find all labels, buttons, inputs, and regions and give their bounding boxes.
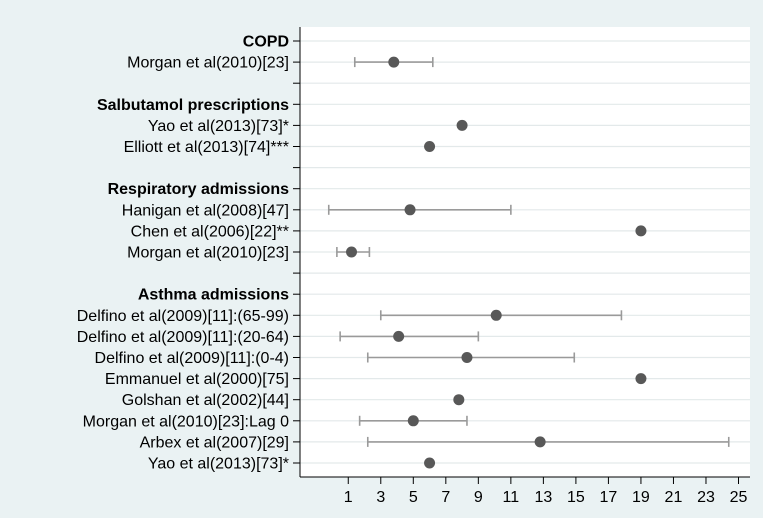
group-header-label: Asthma admissions — [138, 287, 289, 304]
x-tick-label: 25 — [730, 489, 748, 506]
study-label: Delfino et al(2009)[11]:(65-99) — [77, 308, 289, 325]
study-label: Delfino et al(2009)[11]:(0-4) — [95, 350, 289, 367]
x-tick-label: 19 — [632, 489, 650, 506]
study-label: Golshan et al(2002)[44] — [122, 392, 289, 409]
x-tick-label: 11 — [503, 489, 520, 506]
group-header-label: Respiratory admissions — [108, 181, 290, 198]
study-label: Delfino et al(2009)[11]:(20-64) — [77, 329, 289, 346]
estimate-point — [346, 246, 358, 258]
estimate-point — [393, 330, 405, 342]
study-label: Morgan et al(2010)[23] — [127, 245, 289, 262]
x-tick-label: 13 — [534, 489, 552, 506]
study-label: Hanigan et al(2008)[47] — [122, 202, 289, 219]
estimate-point — [635, 373, 647, 385]
x-tick-label: 17 — [600, 489, 618, 506]
x-tick-label: 3 — [376, 489, 385, 506]
estimate-point — [388, 56, 400, 68]
estimate-point — [635, 225, 647, 237]
study-label: Morgan et al(2010)[23] — [127, 55, 289, 72]
estimate-point — [424, 457, 436, 469]
x-tick-label: 15 — [567, 489, 585, 506]
estimate-point — [424, 141, 436, 152]
study-label: Elliott et al(2013)[74]*** — [124, 139, 289, 156]
x-tick-label: 23 — [697, 489, 715, 506]
study-label: Chen et al(2006)[22]** — [131, 223, 289, 240]
group-header-label: COPD — [243, 34, 289, 51]
estimate-point — [456, 119, 468, 131]
x-tick-label: 9 — [474, 489, 483, 506]
estimate-point — [490, 309, 502, 321]
estimate-point — [534, 436, 546, 448]
estimate-point — [461, 352, 473, 363]
x-tick-label: 5 — [409, 489, 418, 506]
study-label: Yao et al(2013)[73]* — [148, 118, 289, 135]
study-label: Morgan et al(2010)[23]:Lag 0 — [83, 413, 289, 430]
study-label: Yao et al(2013)[73]* — [148, 456, 289, 473]
x-tick-label: 7 — [441, 489, 450, 506]
estimate-point — [453, 394, 465, 406]
group-header-label: Salbutamol prescriptions — [97, 97, 289, 114]
estimate-point — [407, 415, 419, 427]
estimate-point — [404, 204, 416, 216]
study-label: Emmanuel et al(2000)[75] — [105, 371, 289, 388]
study-label: Arbex et al(2007)[29] — [140, 434, 289, 451]
x-tick-label: 1 — [344, 489, 353, 506]
x-tick-label: 21 — [665, 489, 683, 506]
